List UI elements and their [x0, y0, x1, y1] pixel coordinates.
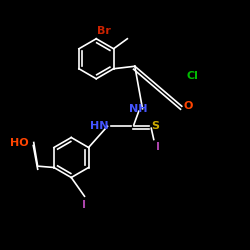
- Text: O: O: [184, 101, 193, 111]
- Text: HO: HO: [10, 138, 29, 147]
- Text: Br: Br: [97, 26, 111, 36]
- Text: I: I: [156, 142, 160, 152]
- Text: HN: HN: [90, 121, 109, 131]
- Text: Cl: Cl: [186, 71, 198, 81]
- Text: NH: NH: [130, 104, 148, 114]
- Text: S: S: [151, 121, 159, 131]
- Text: I: I: [82, 200, 86, 210]
